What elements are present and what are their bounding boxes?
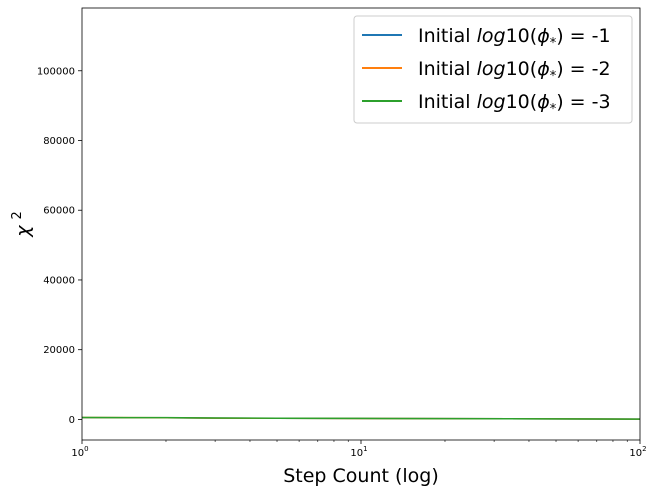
legend-text-subscript: * bbox=[550, 36, 557, 51]
legend-text-phi: ϕ bbox=[537, 25, 550, 47]
legend-box bbox=[353, 15, 633, 124]
series-line-3 bbox=[81, 416, 641, 420]
y-tick-label: 20000 bbox=[43, 345, 75, 356]
x-tick-label-exponent: 1 bbox=[363, 445, 367, 453]
legend-text-phi: ϕ bbox=[537, 91, 550, 113]
x-axis: 100 101 102 bbox=[71, 440, 647, 459]
legend-text-suffix: ) = -3 bbox=[556, 91, 610, 113]
legend-text-math: log bbox=[477, 91, 506, 113]
legend-text-phi: ϕ bbox=[537, 58, 550, 80]
y-axis-title-superscript: 2 bbox=[10, 211, 25, 219]
legend-entry-2: Initial log10(ϕ*) = -2 bbox=[418, 58, 611, 84]
x-tick-label-exponent: 2 bbox=[642, 445, 646, 453]
x-axis-title: Step Count (log) bbox=[283, 465, 439, 487]
y-tick-label: 80000 bbox=[43, 136, 75, 147]
legend-entry-3: Initial log10(ϕ*) = -3 bbox=[418, 91, 611, 117]
series-layer bbox=[81, 416, 641, 420]
legend-text-subscript: * bbox=[550, 69, 557, 84]
x-tick-label-base: 10 bbox=[350, 448, 363, 459]
legend-text-mid: 10( bbox=[506, 91, 538, 113]
y-axis-title-symbol: χ bbox=[12, 225, 34, 238]
legend-text-prefix: Initial bbox=[418, 58, 477, 80]
x-tick-label: 100 bbox=[71, 445, 88, 459]
legend-text-suffix: ) = -2 bbox=[556, 58, 610, 80]
legend-text-math: log bbox=[477, 58, 506, 80]
x-tick-label-exponent: 0 bbox=[84, 445, 88, 453]
x-tick-label: 102 bbox=[629, 445, 646, 459]
legend-entry-1: Initial log10(ϕ*) = -1 bbox=[418, 25, 611, 51]
legend-text-mid: 10( bbox=[506, 25, 538, 47]
x-tick-label-base: 10 bbox=[71, 448, 84, 459]
legend-text-mid: 10( bbox=[506, 58, 538, 80]
legend-text-prefix: Initial bbox=[418, 25, 477, 47]
x-tick-label-base: 10 bbox=[629, 448, 642, 459]
y-tick-label: 0 bbox=[69, 415, 75, 426]
legend-text-prefix: Initial bbox=[418, 91, 477, 113]
legend-text-math: log bbox=[477, 25, 506, 47]
legend-text-subscript: * bbox=[550, 102, 557, 117]
y-tick-label: 40000 bbox=[43, 275, 75, 286]
y-axis-title: χ 2 bbox=[10, 211, 34, 238]
y-axis: 0 20000 40000 60000 80000 100000 bbox=[37, 66, 82, 426]
y-tick-label: 60000 bbox=[43, 206, 75, 217]
legend-text-suffix: ) = -1 bbox=[556, 25, 610, 47]
y-tick-label: 100000 bbox=[37, 66, 75, 77]
x-tick-label: 101 bbox=[350, 445, 367, 459]
